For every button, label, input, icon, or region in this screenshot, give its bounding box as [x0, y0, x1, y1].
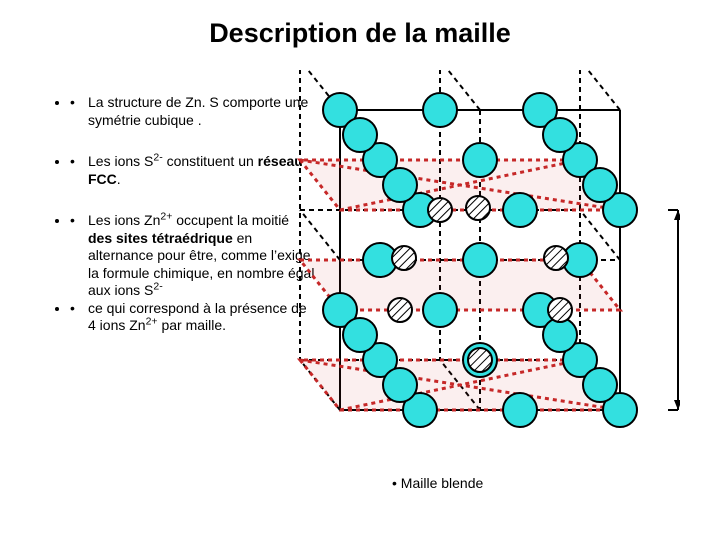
crystal-diagram: S2-Zn2+3 a/4 — [280, 70, 680, 450]
bullet-item: ce qui correspond à la présence de 4 ion… — [70, 300, 315, 335]
page-title: Description de la maille — [0, 18, 720, 49]
bullet-list: La structure de Zn. S comporte une symét… — [30, 94, 315, 359]
diagram-caption: Maille blende — [392, 475, 483, 491]
bullet-item: Les ions S2- constituent un réseau FCC. — [70, 153, 315, 188]
bullet-item: Les ions Zn2+ occupent la moitié des sit… — [70, 212, 315, 300]
bullet-item: La structure de Zn. S comporte une symét… — [70, 94, 315, 129]
